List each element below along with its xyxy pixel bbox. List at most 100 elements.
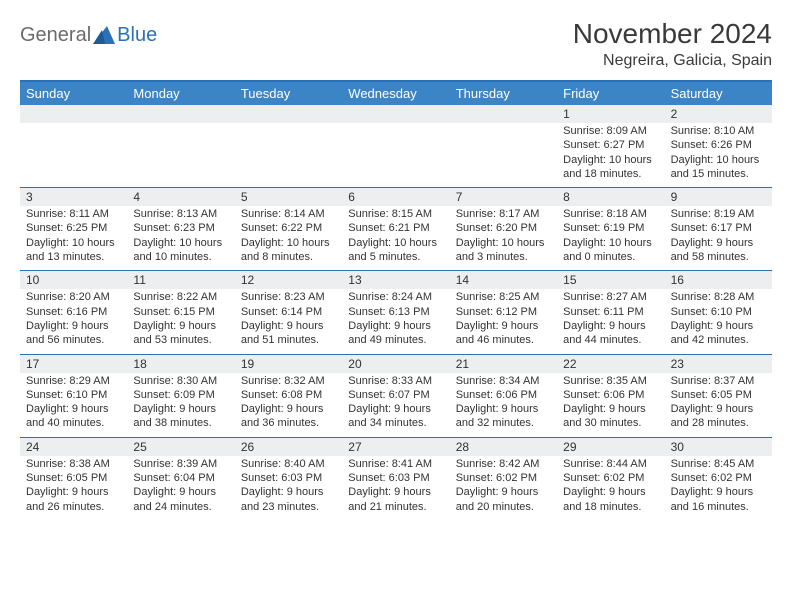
day-number: 28	[450, 438, 557, 456]
daylight-text: Daylight: 9 hours and 58 minutes.	[671, 236, 766, 265]
sunset-text: Sunset: 6:17 PM	[671, 221, 766, 235]
sunrise-text: Sunrise: 8:37 AM	[671, 374, 766, 388]
day-number: 21	[450, 355, 557, 373]
day-number	[127, 105, 234, 123]
title-block: November 2024 Negreira, Galicia, Spain	[573, 18, 772, 70]
day-data: Sunrise: 8:40 AMSunset: 6:03 PMDaylight:…	[235, 456, 342, 520]
sunrise-text: Sunrise: 8:11 AM	[26, 207, 121, 221]
sunset-text: Sunset: 6:02 PM	[671, 471, 766, 485]
day-number: 9	[665, 188, 772, 206]
brand-logo: General Blue	[20, 18, 157, 47]
daylight-text: Daylight: 10 hours and 15 minutes.	[671, 153, 766, 182]
sunset-text: Sunset: 6:21 PM	[348, 221, 443, 235]
day-data: Sunrise: 8:45 AMSunset: 6:02 PMDaylight:…	[665, 456, 772, 520]
sunset-text: Sunset: 6:07 PM	[348, 388, 443, 402]
sunrise-text: Sunrise: 8:28 AM	[671, 290, 766, 304]
day-number: 29	[557, 438, 664, 456]
week-data-strip: Sunrise: 8:11 AMSunset: 6:25 PMDaylight:…	[20, 206, 772, 270]
day-number: 20	[342, 355, 449, 373]
daylight-text: Daylight: 10 hours and 18 minutes.	[563, 153, 658, 182]
week-number-strip: 10111213141516	[20, 270, 772, 289]
day-header: Tuesday	[235, 82, 342, 105]
daylight-text: Daylight: 9 hours and 23 minutes.	[241, 485, 336, 514]
day-header: Monday	[127, 82, 234, 105]
sunrise-text: Sunrise: 8:41 AM	[348, 457, 443, 471]
sunset-text: Sunset: 6:03 PM	[348, 471, 443, 485]
day-number: 25	[127, 438, 234, 456]
day-data: Sunrise: 8:29 AMSunset: 6:10 PMDaylight:…	[20, 373, 127, 437]
header: General Blue November 2024 Negreira, Gal…	[20, 18, 772, 70]
day-number: 6	[342, 188, 449, 206]
sunrise-text: Sunrise: 8:44 AM	[563, 457, 658, 471]
daylight-text: Daylight: 10 hours and 13 minutes.	[26, 236, 121, 265]
daylight-text: Daylight: 9 hours and 46 minutes.	[456, 319, 551, 348]
sunrise-text: Sunrise: 8:13 AM	[133, 207, 228, 221]
day-number: 13	[342, 271, 449, 289]
sunrise-text: Sunrise: 8:22 AM	[133, 290, 228, 304]
day-number: 1	[557, 105, 664, 123]
daylight-text: Daylight: 9 hours and 20 minutes.	[456, 485, 551, 514]
day-number: 15	[557, 271, 664, 289]
day-number: 10	[20, 271, 127, 289]
sunrise-text: Sunrise: 8:20 AM	[26, 290, 121, 304]
sunrise-text: Sunrise: 8:10 AM	[671, 124, 766, 138]
sunset-text: Sunset: 6:10 PM	[671, 305, 766, 319]
day-data: Sunrise: 8:13 AMSunset: 6:23 PMDaylight:…	[127, 206, 234, 270]
sunset-text: Sunset: 6:02 PM	[563, 471, 658, 485]
week-data-strip: Sunrise: 8:29 AMSunset: 6:10 PMDaylight:…	[20, 373, 772, 437]
day-number: 26	[235, 438, 342, 456]
sunrise-text: Sunrise: 8:23 AM	[241, 290, 336, 304]
day-number: 7	[450, 188, 557, 206]
calendar-page: General Blue November 2024 Negreira, Gal…	[0, 0, 792, 530]
sunset-text: Sunset: 6:02 PM	[456, 471, 551, 485]
sunrise-text: Sunrise: 8:42 AM	[456, 457, 551, 471]
day-data: Sunrise: 8:27 AMSunset: 6:11 PMDaylight:…	[557, 289, 664, 353]
day-data: Sunrise: 8:24 AMSunset: 6:13 PMDaylight:…	[342, 289, 449, 353]
day-data: Sunrise: 8:41 AMSunset: 6:03 PMDaylight:…	[342, 456, 449, 520]
sunset-text: Sunset: 6:11 PM	[563, 305, 658, 319]
sunset-text: Sunset: 6:06 PM	[456, 388, 551, 402]
sunset-text: Sunset: 6:25 PM	[26, 221, 121, 235]
sunrise-text: Sunrise: 8:17 AM	[456, 207, 551, 221]
sunrise-text: Sunrise: 8:14 AM	[241, 207, 336, 221]
sunset-text: Sunset: 6:04 PM	[133, 471, 228, 485]
sunrise-text: Sunrise: 8:40 AM	[241, 457, 336, 471]
sunset-text: Sunset: 6:19 PM	[563, 221, 658, 235]
day-number: 17	[20, 355, 127, 373]
day-number: 23	[665, 355, 772, 373]
sunset-text: Sunset: 6:06 PM	[563, 388, 658, 402]
sail-icon	[93, 26, 115, 46]
day-data: Sunrise: 8:28 AMSunset: 6:10 PMDaylight:…	[665, 289, 772, 353]
day-header: Friday	[557, 82, 664, 105]
day-data: Sunrise: 8:42 AMSunset: 6:02 PMDaylight:…	[450, 456, 557, 520]
daylight-text: Daylight: 10 hours and 0 minutes.	[563, 236, 658, 265]
day-data	[20, 123, 127, 187]
week-data-strip: Sunrise: 8:20 AMSunset: 6:16 PMDaylight:…	[20, 289, 772, 353]
daylight-text: Daylight: 9 hours and 32 minutes.	[456, 402, 551, 431]
daylight-text: Daylight: 9 hours and 28 minutes.	[671, 402, 766, 431]
day-data: Sunrise: 8:33 AMSunset: 6:07 PMDaylight:…	[342, 373, 449, 437]
week-number-strip: 17181920212223	[20, 354, 772, 373]
sunrise-text: Sunrise: 8:19 AM	[671, 207, 766, 221]
day-data: Sunrise: 8:32 AMSunset: 6:08 PMDaylight:…	[235, 373, 342, 437]
day-data: Sunrise: 8:14 AMSunset: 6:22 PMDaylight:…	[235, 206, 342, 270]
daylight-text: Daylight: 10 hours and 10 minutes.	[133, 236, 228, 265]
day-data: Sunrise: 8:23 AMSunset: 6:14 PMDaylight:…	[235, 289, 342, 353]
day-number: 4	[127, 188, 234, 206]
day-header: Saturday	[665, 82, 772, 105]
day-number: 5	[235, 188, 342, 206]
day-number: 18	[127, 355, 234, 373]
daylight-text: Daylight: 9 hours and 51 minutes.	[241, 319, 336, 348]
daylight-text: Daylight: 9 hours and 42 minutes.	[671, 319, 766, 348]
day-data: Sunrise: 8:25 AMSunset: 6:12 PMDaylight:…	[450, 289, 557, 353]
day-data: Sunrise: 8:39 AMSunset: 6:04 PMDaylight:…	[127, 456, 234, 520]
sunset-text: Sunset: 6:13 PM	[348, 305, 443, 319]
sunset-text: Sunset: 6:12 PM	[456, 305, 551, 319]
day-data: Sunrise: 8:20 AMSunset: 6:16 PMDaylight:…	[20, 289, 127, 353]
day-header: Wednesday	[342, 82, 449, 105]
day-data: Sunrise: 8:22 AMSunset: 6:15 PMDaylight:…	[127, 289, 234, 353]
sunrise-text: Sunrise: 8:45 AM	[671, 457, 766, 471]
sunset-text: Sunset: 6:15 PM	[133, 305, 228, 319]
day-header: Sunday	[20, 82, 127, 105]
daylight-text: Daylight: 9 hours and 44 minutes.	[563, 319, 658, 348]
